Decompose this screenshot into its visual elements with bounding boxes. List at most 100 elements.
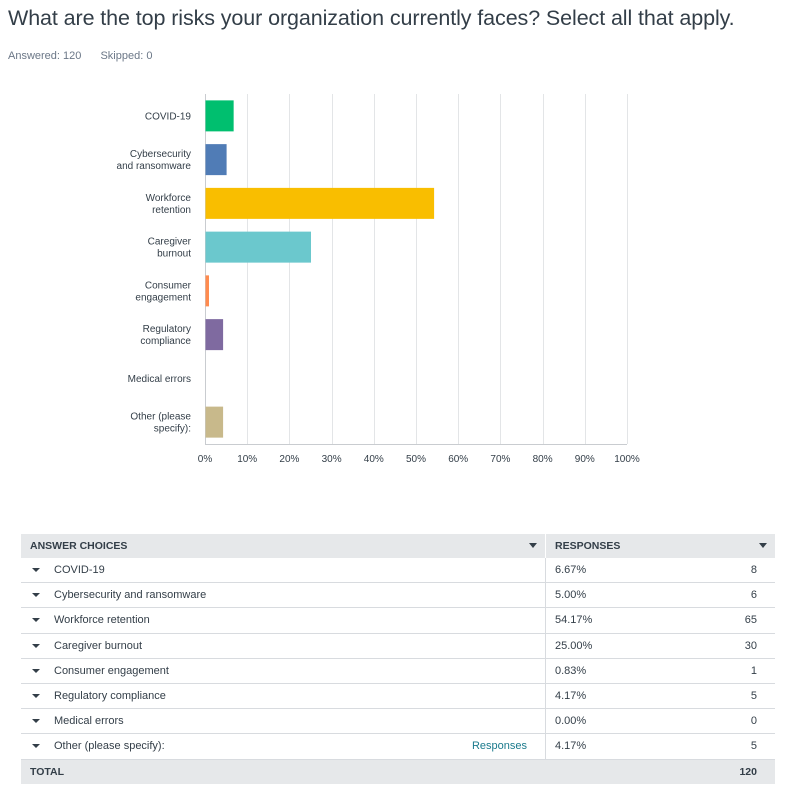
answer-choice-label: Consumer engagement bbox=[54, 664, 169, 677]
category-label-line: compliance bbox=[140, 336, 191, 347]
skipped-count: Skipped: 0 bbox=[100, 50, 153, 62]
question-title: What are the top risks your organization… bbox=[8, 6, 735, 30]
response-percent: 54.17% bbox=[555, 614, 593, 627]
expand-caret-icon[interactable] bbox=[32, 568, 40, 573]
x-tick-label: 30% bbox=[322, 454, 342, 465]
x-tick-label: 70% bbox=[490, 454, 510, 465]
category-label: Medical errors bbox=[128, 374, 191, 385]
bar[interactable] bbox=[205, 187, 435, 219]
category-label-line: Consumer bbox=[145, 280, 192, 291]
answer-choice-cell: Consumer engagement bbox=[21, 658, 546, 683]
response-cell: 25.00% 30 bbox=[546, 634, 775, 658]
x-tick-label: 0% bbox=[198, 454, 213, 465]
table-body: COVID-19 6.67% 8 Cybersecurity and ranso… bbox=[21, 558, 775, 760]
expand-caret-icon[interactable] bbox=[32, 694, 40, 699]
answer-choice-cell: Regulatory compliance bbox=[21, 683, 546, 709]
x-tick-label: 100% bbox=[614, 454, 640, 465]
category-label-line: COVID-19 bbox=[145, 111, 192, 122]
category-label-line: Other (please bbox=[130, 412, 191, 423]
category-label-line: Cybersecurity bbox=[130, 149, 191, 160]
category-label-line: and ransomware bbox=[117, 161, 192, 172]
expand-caret-icon[interactable] bbox=[32, 593, 40, 598]
response-cell: 0.00% 0 bbox=[546, 709, 775, 733]
expand-caret-icon[interactable] bbox=[32, 744, 40, 749]
sort-down-icon[interactable] bbox=[529, 543, 537, 548]
expand-caret-icon[interactable] bbox=[32, 618, 40, 623]
table-row: Caregiver burnout 25.00% 30 bbox=[21, 633, 775, 659]
expand-caret-icon[interactable] bbox=[32, 643, 40, 648]
responses-link[interactable]: Responses bbox=[471, 740, 527, 753]
bar[interactable] bbox=[205, 275, 210, 307]
answer-choice-cell: Workforce retention bbox=[21, 608, 546, 633]
answer-choice-cell: Other (please specify): Responses bbox=[21, 734, 546, 759]
table-row: Medical errors 0.00% 0 bbox=[21, 709, 775, 735]
x-tick-label: 50% bbox=[406, 454, 426, 465]
x-tick-label: 20% bbox=[279, 454, 299, 465]
table-row: Workforce retention 54.17% 65 bbox=[21, 608, 775, 634]
response-cell: 5.00% 6 bbox=[546, 583, 775, 607]
bar-chart: 0% 10% 20% 30% 40% 50% 60% 70% 80% 90% 100% COVID-1… bbox=[117, 94, 640, 465]
category-label: Regulatory compliance bbox=[140, 324, 191, 347]
answer-choices-header[interactable]: ANSWER CHOICES bbox=[21, 534, 546, 558]
response-count: 1 bbox=[750, 664, 757, 677]
table-row: COVID-19 6.67% 8 bbox=[21, 558, 775, 584]
answered-count: Answered: 120 bbox=[8, 50, 82, 62]
answer-choice-label: COVID-19 bbox=[54, 564, 105, 577]
category-label-line: engagement bbox=[135, 292, 191, 303]
response-count: 6 bbox=[750, 589, 757, 602]
answer-choices-header-label: ANSWER CHOICES bbox=[30, 540, 128, 552]
category-label: Consumer engagement bbox=[135, 280, 191, 303]
response-count: 8 bbox=[750, 564, 757, 577]
answer-choice-cell: Caregiver burnout bbox=[21, 633, 546, 658]
response-meta: Answered: 120 Skipped: 0 bbox=[8, 50, 168, 62]
category-label-line: specify): bbox=[154, 424, 191, 435]
table-row: Other (please specify): Responses 4.17% … bbox=[21, 734, 775, 760]
bar[interactable] bbox=[205, 100, 234, 132]
table-row: Consumer engagement 0.83% 1 bbox=[21, 658, 775, 684]
response-percent: 6.67% bbox=[555, 564, 587, 577]
category-label: Cybersecurity and ransomware bbox=[117, 149, 192, 172]
response-cell: 6.67% 8 bbox=[546, 558, 775, 582]
response-count: 65 bbox=[744, 614, 757, 627]
expand-caret-icon[interactable] bbox=[32, 719, 40, 724]
answer-choice-cell: Medical errors bbox=[21, 709, 546, 734]
answer-choice-cell: Cybersecurity and ransomware bbox=[21, 583, 546, 608]
table-header: ANSWER CHOICES RESPONSES bbox=[21, 534, 775, 558]
responses-header[interactable]: RESPONSES bbox=[546, 534, 775, 558]
category-label: Caregiver burnout bbox=[148, 237, 192, 260]
bar[interactable] bbox=[205, 231, 312, 263]
answer-choice-label: Caregiver burnout bbox=[54, 639, 143, 652]
answer-choice-label: Regulatory compliance bbox=[54, 690, 166, 703]
table-row: Cybersecurity and ransomware 5.00% 6 bbox=[21, 583, 775, 609]
answer-choice-label: Medical errors bbox=[54, 715, 124, 728]
responses-header-label: RESPONSES bbox=[555, 540, 621, 552]
category-label-line: burnout bbox=[157, 249, 191, 260]
x-tick-label: 90% bbox=[575, 454, 595, 465]
category-label-line: Medical errors bbox=[128, 374, 191, 385]
response-count: 5 bbox=[750, 690, 757, 703]
category-label: Other (please specify): bbox=[130, 412, 191, 435]
response-percent: 0.83% bbox=[555, 664, 587, 677]
x-tick-label: 40% bbox=[364, 454, 384, 465]
expand-caret-icon[interactable] bbox=[32, 668, 40, 673]
response-percent: 4.17% bbox=[555, 740, 587, 753]
category-label: Workforce retention bbox=[146, 193, 192, 216]
response-percent: 25.00% bbox=[555, 639, 593, 652]
bar[interactable] bbox=[205, 406, 224, 438]
sort-down-icon[interactable] bbox=[759, 543, 767, 548]
category-label-line: Regulatory bbox=[143, 324, 191, 335]
response-count: 5 bbox=[750, 740, 757, 753]
x-tick-label: 60% bbox=[448, 454, 468, 465]
answer-choice-cell: COVID-19 bbox=[21, 558, 546, 583]
response-cell: 54.17% 65 bbox=[546, 608, 775, 632]
total-row: TOTAL 120 bbox=[21, 759, 775, 784]
answer-choice-label: Cybersecurity and ransomware bbox=[54, 589, 207, 602]
bar[interactable] bbox=[205, 319, 224, 351]
x-tick-label: 10% bbox=[237, 454, 257, 465]
response-percent: 0.00% bbox=[555, 715, 587, 728]
bar[interactable] bbox=[205, 144, 227, 176]
category-label-line: Workforce bbox=[146, 193, 192, 204]
category-label: COVID-19 bbox=[145, 111, 192, 122]
answer-choice-label: Other (please specify): bbox=[54, 740, 165, 753]
answer-table: ANSWER CHOICES RESPONSES COVID-19 6.67% … bbox=[21, 534, 775, 784]
